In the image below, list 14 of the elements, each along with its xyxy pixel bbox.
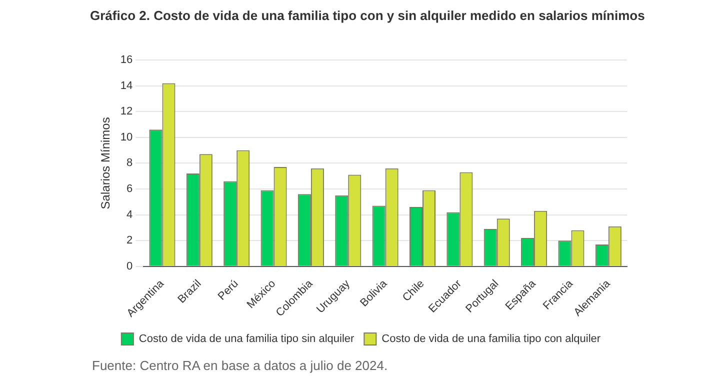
source-note: Fuente: Centro RA en base a datos a julio de 2024. — [92, 358, 388, 373]
legend-label: Costo de vida de una familia tipo con alquiler — [382, 333, 601, 346]
y-tick-label: 8 — [126, 157, 133, 170]
y-tick-label: 10 — [120, 131, 133, 144]
legend-label: Costo de vida de una familia tipo sin alquiler — [138, 333, 354, 346]
y-tick-label: 14 — [120, 80, 133, 92]
y-tick-label: 12 — [120, 106, 133, 118]
y-axis-title: Salarios Mínimos — [98, 117, 113, 210]
y-tick-label: 16 — [120, 54, 133, 66]
y-tick-label: 2 — [126, 234, 133, 247]
y-tick-label: 6 — [126, 183, 133, 196]
y-tick-label: 0 — [126, 260, 133, 272]
y-tick-label: 4 — [126, 208, 133, 221]
chart-title: Gráfico 2. Costo de vida de una familia tipo con y sin alquiler medido en salarios mínimos — [90, 8, 645, 23]
